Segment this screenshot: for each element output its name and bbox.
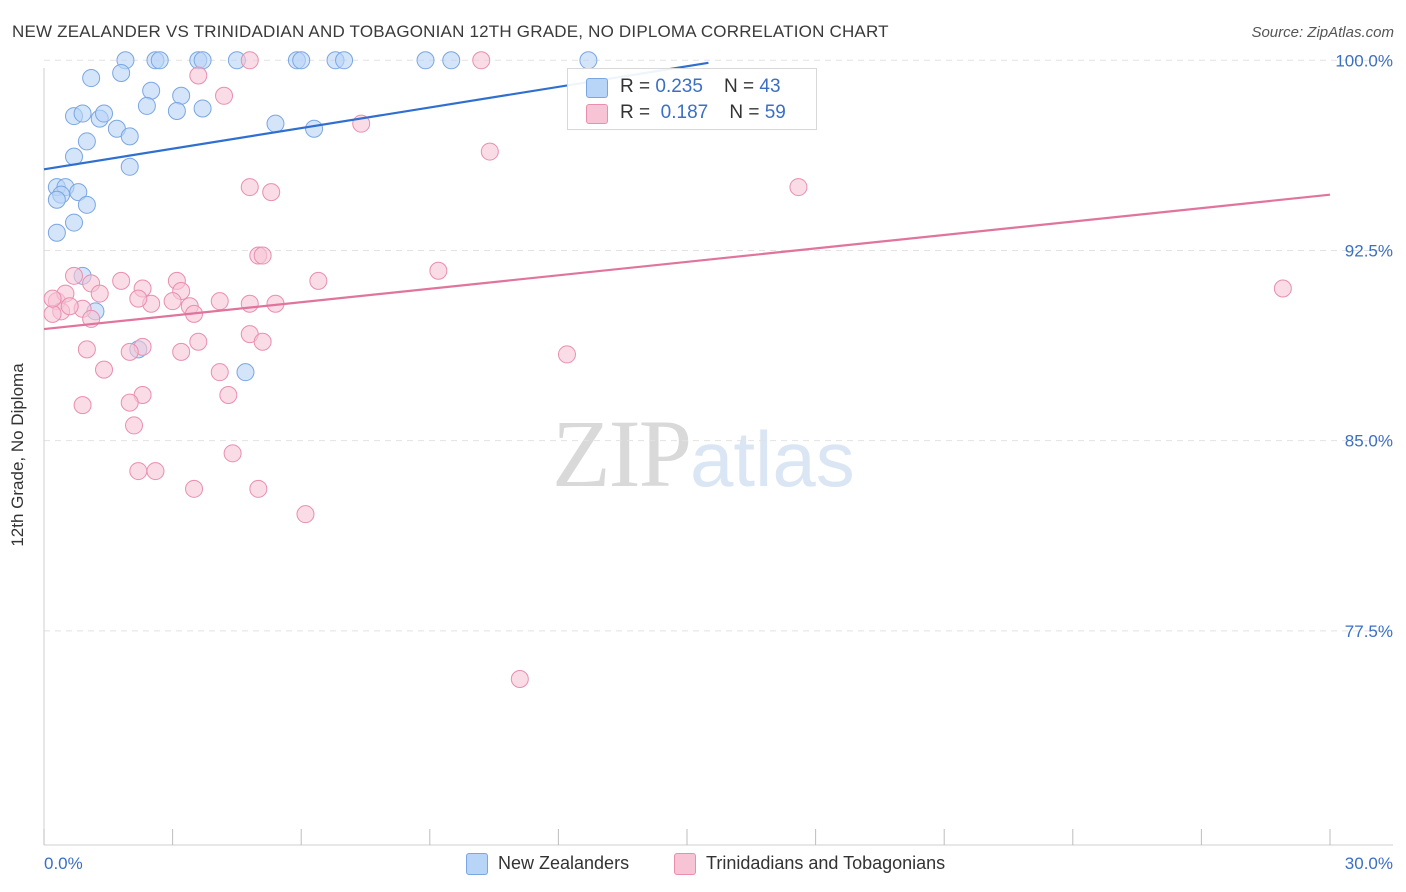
trinidadian-point — [60, 297, 79, 316]
new-zealander-point — [47, 190, 66, 209]
trinidadian-point — [215, 86, 234, 105]
trinidadian-point — [189, 332, 208, 351]
bottom-legend-swatch-blue — [466, 853, 488, 875]
trinidadian-point — [43, 304, 62, 323]
legend-n-value: 59 — [764, 102, 786, 123]
new-zealander-point — [335, 51, 354, 70]
trinidadian-point — [73, 396, 92, 415]
trinidadian-point — [472, 51, 491, 70]
trinidadian-point — [219, 386, 238, 404]
watermark-zip: ZIP — [552, 400, 692, 507]
trinidadian-point — [125, 416, 144, 435]
y-tick-label: 77.5% — [1345, 622, 1393, 641]
bottom-legend-label-blue: New Zealanders — [498, 853, 630, 873]
legend-n-label: N = — [729, 102, 765, 123]
trinidadian-point — [77, 340, 96, 359]
trinidadian-point — [172, 342, 191, 361]
new-zealander-point — [579, 51, 598, 70]
new-zealander-point — [120, 157, 139, 176]
trinidadian-point — [163, 292, 182, 311]
new-zealander-point — [292, 51, 311, 70]
trinidadian-point — [429, 261, 448, 280]
new-zealander-point — [266, 114, 285, 133]
trinidadian-point — [210, 292, 229, 311]
trinidadian-point — [210, 363, 229, 382]
trinidadian-point — [129, 462, 148, 481]
new-zealander-point — [137, 96, 156, 115]
y-tick-label: 100.0% — [1335, 51, 1393, 70]
new-zealander-point — [77, 195, 96, 214]
trinidadian-point — [240, 294, 259, 313]
new-zealander-point — [73, 104, 92, 123]
x-tick-label-min: 0.0% — [44, 854, 83, 873]
new-zealander-point — [305, 119, 324, 138]
trinidadian-point — [296, 505, 315, 524]
trinidadian-point — [65, 266, 84, 285]
trinidadian-point — [789, 178, 808, 197]
trinidadian-point — [480, 142, 499, 161]
new-zealander-point — [120, 127, 139, 146]
y-axis-label: 12th Grade, No Diploma — [8, 363, 27, 547]
trinidadian-point — [43, 289, 62, 308]
trinidadian-point — [129, 289, 148, 308]
trinidadian-point — [146, 462, 165, 481]
trinidadian-point — [95, 360, 114, 379]
trinidadian-point — [253, 246, 272, 265]
trinidadian-point — [120, 342, 139, 361]
stats-legend: R = 0.235 N = 43 R = 0.187 N = 59 — [567, 68, 817, 130]
trinidadian-point — [262, 183, 281, 202]
legend-n-label: N = — [724, 76, 760, 97]
trinidadian-point — [253, 332, 272, 351]
trinidadian-point — [112, 271, 131, 290]
new-zealander-point — [77, 132, 96, 151]
new-zealander-point — [112, 63, 131, 82]
bottom-legend-swatch-pink — [674, 853, 696, 875]
new-zealander-point — [47, 223, 66, 242]
trinidadian-point — [1273, 279, 1292, 298]
y-tick-label: 85.0% — [1345, 432, 1393, 451]
chart-title: NEW ZEALANDER VS TRINIDADIAN AND TOBAGON… — [12, 22, 889, 41]
new-zealander-point — [95, 104, 114, 123]
watermark: ZIPatlas — [552, 398, 855, 509]
trinidadian-point — [120, 393, 139, 412]
legend-r-label: R = — [620, 102, 656, 123]
trinidadian-point — [510, 670, 529, 688]
source-label: Source: ZipAtlas.com — [1251, 24, 1394, 41]
legend-swatch-pink — [586, 104, 608, 124]
new-zealander-point — [167, 102, 186, 120]
legend-swatch-blue — [586, 78, 608, 98]
trinidadian-point — [185, 479, 204, 498]
y-tick-label: 92.5% — [1345, 241, 1393, 260]
trinidadian-point — [90, 284, 109, 303]
new-zealander-point — [442, 51, 461, 70]
trinidadian-point — [240, 178, 259, 197]
x-tick-label-max: 30.0% — [1345, 854, 1393, 873]
new-zealander-point — [69, 183, 88, 202]
new-zealander-point — [82, 69, 101, 88]
legend-r-label: R = — [620, 76, 656, 97]
new-zealander-point — [65, 213, 84, 232]
legend-r-value: 0.187 — [660, 102, 709, 123]
trinidadian-point — [309, 271, 328, 290]
watermark-atlas: atlas — [690, 415, 855, 503]
trinidadian-point — [249, 479, 268, 498]
legend-n-value: 43 — [759, 76, 781, 97]
trinidadian-point — [189, 66, 208, 85]
trinidadian-point — [557, 345, 576, 364]
new-zealander-point — [416, 51, 435, 70]
trinidadian-point — [223, 444, 242, 463]
new-zealander-point — [142, 81, 161, 100]
new-zealander-point — [236, 363, 255, 382]
trinidadian-trend-line — [43, 193, 1331, 331]
new-zealander-point — [193, 51, 212, 70]
new-zealander-point — [193, 99, 212, 118]
legend-r-value: 0.235 — [655, 76, 703, 97]
new-zealander-point — [172, 86, 191, 105]
trinidadian-point — [240, 51, 259, 70]
bottom-legend-label-pink: Trinidadians and Tobagonians — [706, 853, 946, 873]
new-zealander-point — [150, 51, 169, 70]
